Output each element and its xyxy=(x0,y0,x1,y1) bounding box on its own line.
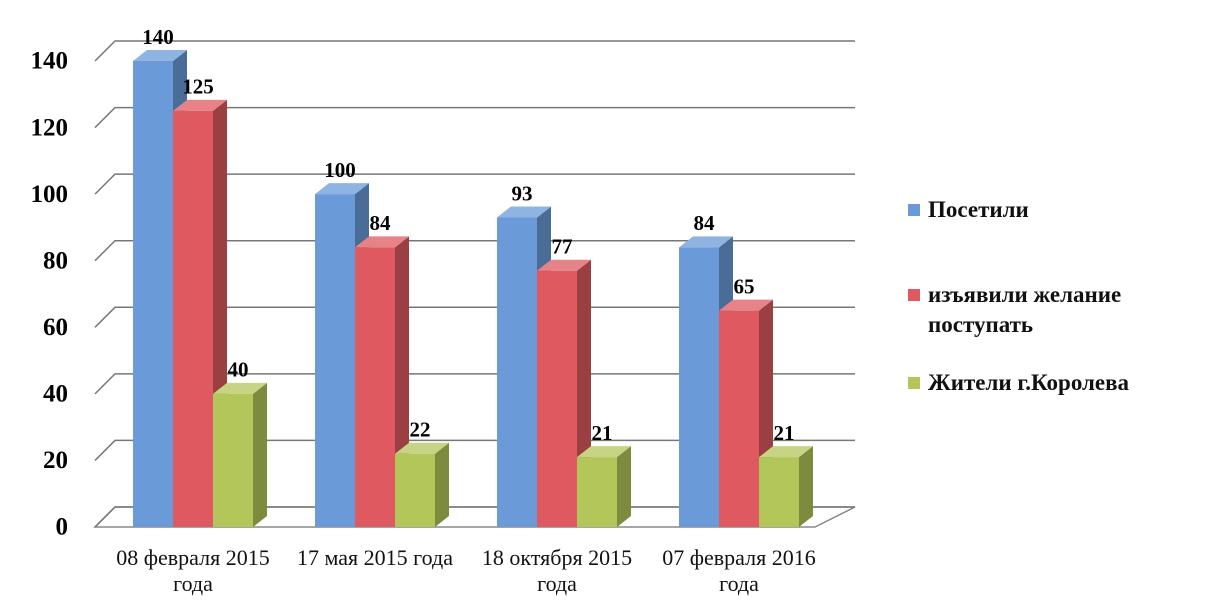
bar-face xyxy=(497,206,551,218)
bar-face xyxy=(679,236,733,248)
legend-label: Жители г.Королева xyxy=(928,370,1130,395)
value-label: 140 xyxy=(142,25,174,49)
grid-line xyxy=(94,373,855,395)
grid-line xyxy=(94,306,855,328)
bar-face xyxy=(497,217,537,527)
bar-face xyxy=(173,110,213,527)
bar-face xyxy=(395,442,449,454)
y-tick-label: 40 xyxy=(43,381,68,408)
bar-face xyxy=(679,247,719,527)
bar-face xyxy=(537,259,591,271)
grid-line xyxy=(94,40,855,62)
bar xyxy=(577,446,631,527)
bar-face xyxy=(759,457,799,527)
grid-line xyxy=(94,239,855,262)
legend-label: изъявили желание поступать xyxy=(928,282,1122,337)
bar-face xyxy=(253,382,267,527)
y-tick-label: 140 xyxy=(31,48,69,75)
value-label: 84 xyxy=(370,211,392,235)
y-tick-label: 120 xyxy=(31,114,69,141)
grid-line xyxy=(94,439,855,461)
bar-face xyxy=(799,446,813,527)
bar-face xyxy=(577,457,617,527)
bar-face xyxy=(315,183,369,195)
legend-swatch xyxy=(908,204,920,216)
x-tick-label: 08 февраля 2015 года xyxy=(116,545,270,596)
x-tick-label: 17 мая 2015 года xyxy=(297,545,453,570)
bar xyxy=(213,382,267,527)
bar-face xyxy=(435,442,449,527)
bar-face xyxy=(213,382,267,394)
x-tick-label: 18 октября 2015 года xyxy=(481,545,633,596)
grid-line xyxy=(94,106,855,129)
bar-face xyxy=(133,50,187,61)
bar xyxy=(395,442,449,527)
value-label: 84 xyxy=(694,211,716,235)
bar-face xyxy=(213,393,253,527)
value-label: 21 xyxy=(592,421,613,445)
value-label: 21 xyxy=(774,421,795,445)
y-tick-label: 100 xyxy=(31,181,69,208)
legend-swatch xyxy=(908,289,920,301)
bar-face xyxy=(133,61,173,527)
bar-face xyxy=(395,453,435,527)
value-label: 22 xyxy=(410,418,431,442)
value-label: 77 xyxy=(552,235,573,259)
bar-face xyxy=(173,99,227,111)
value-label: 125 xyxy=(182,75,214,99)
bar-face xyxy=(355,247,395,527)
y-tick-label: 80 xyxy=(43,247,68,274)
value-label: 40 xyxy=(228,358,249,382)
value-label: 65 xyxy=(734,274,755,298)
bar-face xyxy=(577,446,631,458)
bar-face xyxy=(719,299,773,311)
bar-face xyxy=(355,236,409,248)
y-tick-label: 60 xyxy=(43,314,68,341)
x-tick-label: 07 февраля 2016 года xyxy=(662,545,816,596)
y-tick-label: 20 xyxy=(43,447,68,474)
bar xyxy=(759,446,813,527)
legend-label: Посетили xyxy=(928,197,1029,222)
y-tick-label: 0 xyxy=(56,514,69,541)
grid-line xyxy=(94,173,855,195)
bar-face xyxy=(537,270,577,527)
bar-face xyxy=(719,310,759,527)
value-label: 100 xyxy=(324,158,356,182)
bar-face xyxy=(759,446,813,458)
bar-face xyxy=(315,194,355,527)
value-label: 93 xyxy=(512,181,533,205)
bar-face xyxy=(617,446,631,527)
legend-swatch xyxy=(908,377,920,389)
